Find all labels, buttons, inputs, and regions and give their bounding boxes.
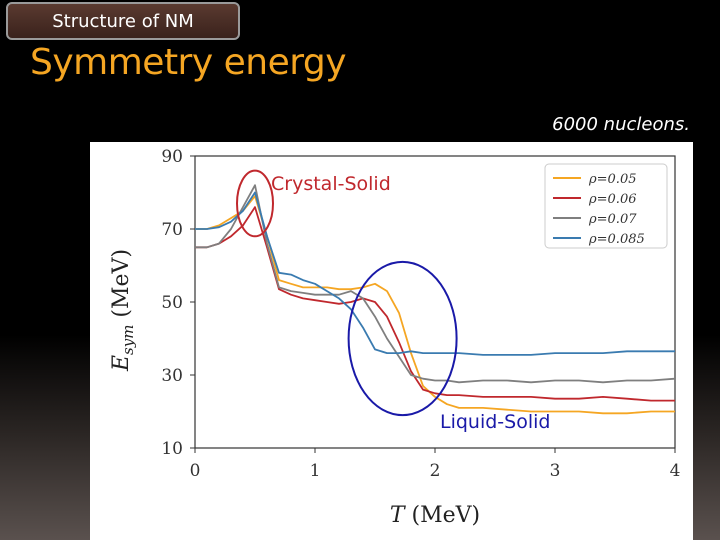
legend: ρ=0.05 ρ=0.06 ρ=0.07 ρ=0.085 [544,163,668,249]
series-line-3 [195,191,675,356]
axes-group: 0 1 2 3 4 10 30 50 70 90 T (MeV) Esym (MeV) [109,147,680,528]
y-tick-label: 10 [161,439,183,459]
liquid-solid-label: Liquid-Solid [440,411,550,433]
y-axis-label: Esym (MeV) [109,249,137,372]
legend-label-3: ρ=0.085 [588,232,645,247]
x-axis-label: T (MeV) [390,503,480,528]
x-tick-label: 3 [550,461,561,481]
annotations: Crystal-Solid Liquid-Solid [236,169,550,433]
y-tick-label: 70 [161,220,183,240]
y-tick-label: 30 [161,366,183,386]
section-tab[interactable]: Structure of NM [6,2,240,40]
legend-label-2: ρ=0.07 [588,212,637,227]
legend-box [544,163,668,249]
symmetry-energy-chart: 0 1 2 3 4 10 30 50 70 90 T (MeV) Esym (MeV) Crystal… [90,142,693,540]
nucleon-count-note: 6000 nucleons. [552,114,690,135]
x-tick-label: 1 [310,461,321,481]
section-tab-label: Structure of NM [52,11,194,32]
legend-label-0: ρ=0.05 [588,172,636,187]
legend-label-1: ρ=0.06 [588,192,636,207]
chart-svg: 0 1 2 3 4 10 30 50 70 90 T (MeV) Esym (MeV) Crystal… [109,147,680,528]
crystal-solid-label: Crystal-Solid [271,173,391,195]
x-tick-label: 2 [430,461,441,481]
liquid-solid-ellipse [347,260,458,417]
series-line-2 [195,184,676,384]
slide-title: Symmetry energy [30,42,347,83]
x-tick-label: 4 [670,461,681,481]
x-tick-label: 0 [190,461,201,481]
series-lines [195,184,676,415]
y-tick-label: 90 [161,147,183,167]
series-line-1 [195,206,675,402]
y-tick-label: 50 [161,293,183,313]
crystal-solid-ellipse [236,169,274,238]
